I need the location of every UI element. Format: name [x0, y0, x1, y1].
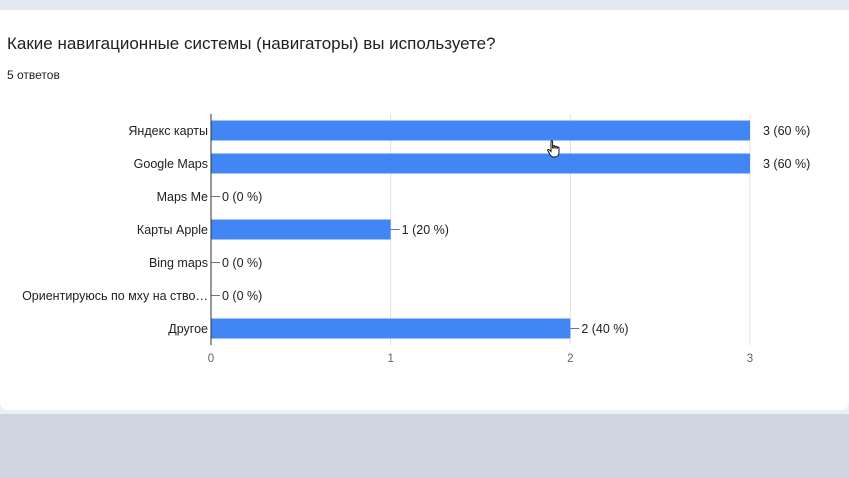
response-count: 5 ответов — [7, 68, 60, 82]
question-card — [0, 10, 849, 410]
bar — [211, 318, 571, 339]
data-label: 1 (20 %) — [402, 223, 449, 237]
data-label: 3 (60 %) — [763, 157, 810, 171]
category-label: Яндекс карты — [128, 124, 208, 138]
data-label: 3 (60 %) — [763, 124, 810, 138]
page-background-bottom — [0, 414, 849, 478]
bar — [211, 153, 750, 174]
bar — [211, 120, 750, 141]
bar — [211, 219, 391, 240]
x-tick-label: 1 — [387, 353, 393, 365]
data-label: 0 (0 %) — [222, 289, 262, 303]
category-label: Ориентируюсь по мху на ство… — [22, 289, 208, 303]
x-tick-label: 3 — [747, 353, 753, 365]
category-label: Другое — [168, 322, 208, 336]
top-strip — [0, 0, 849, 10]
x-tick-label: 2 — [567, 353, 573, 365]
category-label: Google Maps — [134, 157, 208, 171]
question-title: Какие навигационные системы (навигаторы)… — [7, 34, 496, 53]
data-label: 0 (0 %) — [222, 256, 262, 270]
category-label: Bing maps — [149, 256, 208, 270]
category-label: Maps Me — [157, 190, 208, 204]
data-label: 2 (40 %) — [581, 322, 628, 336]
category-label: Карты Apple — [137, 223, 208, 237]
hand-cursor-icon — [547, 140, 560, 158]
data-label: 0 (0 %) — [222, 190, 262, 204]
x-tick-label: 0 — [208, 353, 214, 365]
